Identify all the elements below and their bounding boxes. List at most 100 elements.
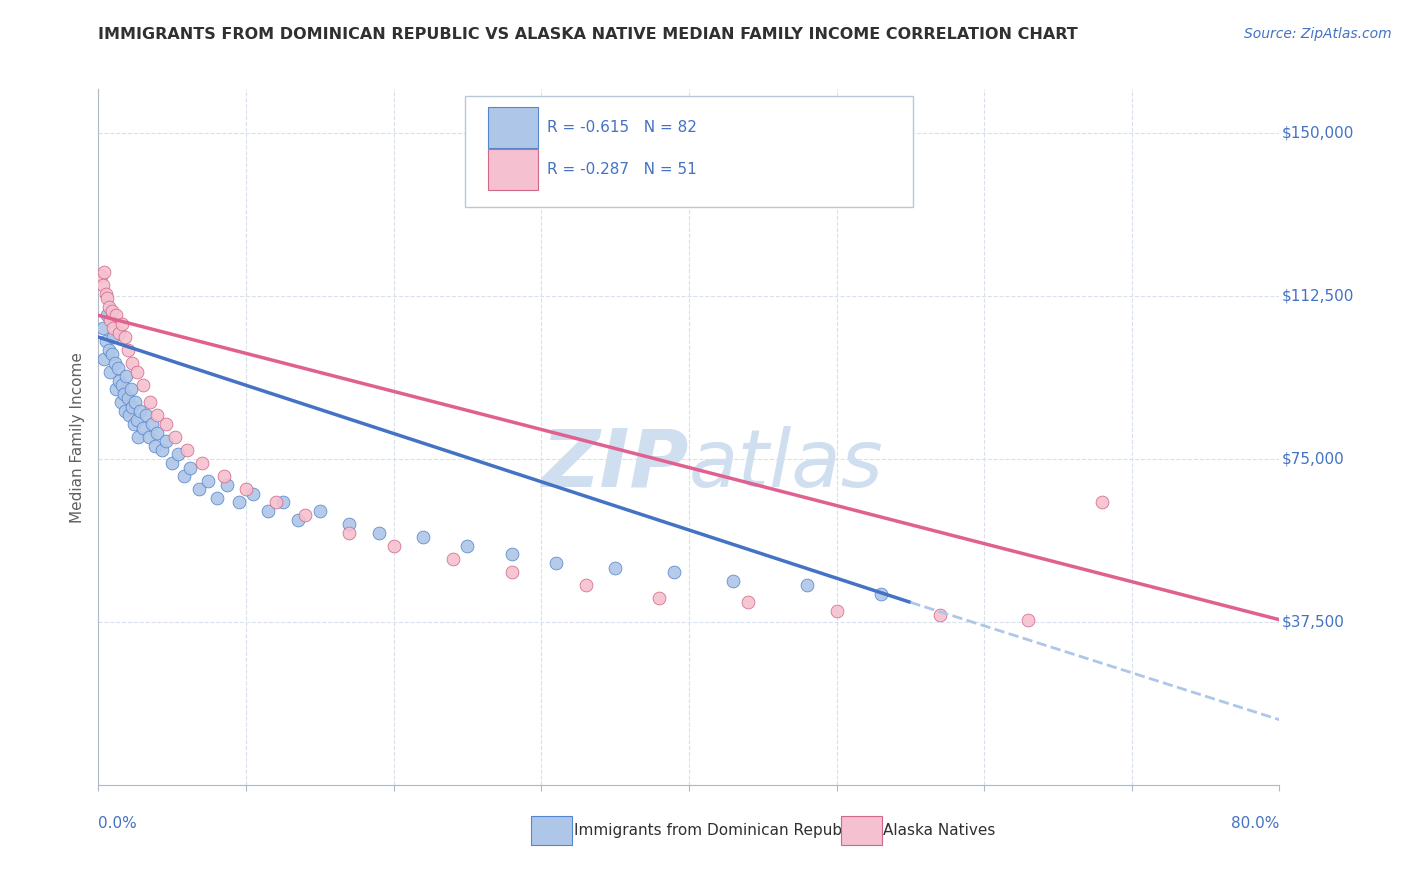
Point: [111, 317, 134, 331]
Point: [162, 456, 183, 470]
Point: [441, 551, 464, 566]
Text: $112,500: $112,500: [1282, 288, 1354, 303]
Point: [287, 513, 309, 527]
Point: [215, 478, 238, 492]
Point: [132, 377, 155, 392]
Point: [271, 495, 294, 509]
Point: [382, 539, 405, 553]
Point: [94, 334, 117, 349]
Point: [337, 525, 360, 540]
Point: [107, 360, 129, 375]
Point: [94, 286, 117, 301]
Point: [155, 434, 177, 449]
Text: $37,500: $37,500: [1282, 615, 1344, 630]
Text: ZIP: ZIP: [541, 425, 689, 504]
Point: [122, 417, 145, 431]
Point: [104, 356, 127, 370]
Point: [118, 409, 141, 423]
Point: [143, 439, 166, 453]
Text: R = -0.287   N = 51: R = -0.287 N = 51: [547, 161, 697, 177]
Point: [146, 409, 169, 423]
Point: [928, 608, 950, 623]
Point: [191, 456, 214, 470]
Point: [205, 491, 228, 505]
Point: [103, 321, 125, 335]
Text: Alaska Natives: Alaska Natives: [883, 823, 995, 838]
Point: [108, 374, 131, 388]
Point: [187, 482, 209, 496]
Point: [737, 595, 759, 609]
Point: [98, 365, 121, 379]
Point: [125, 365, 148, 379]
Point: [294, 508, 316, 523]
Point: [110, 395, 132, 409]
Point: [90, 269, 112, 284]
Point: [135, 409, 157, 423]
Text: 80.0%: 80.0%: [1232, 816, 1279, 831]
Point: [108, 326, 131, 340]
Text: IMMIGRANTS FROM DOMINICAN REPUBLIC VS ALASKA NATIVE MEDIAN FAMILY INCOME CORRELA: IMMIGRANTS FROM DOMINICAN REPUBLIC VS AL…: [98, 27, 1078, 42]
Point: [91, 321, 114, 335]
Point: [97, 300, 120, 314]
Point: [501, 548, 523, 562]
Point: [125, 412, 148, 426]
Point: [93, 265, 115, 279]
Point: [796, 578, 818, 592]
Point: [139, 395, 162, 409]
Point: [197, 474, 219, 488]
Text: R = -0.615   N = 82: R = -0.615 N = 82: [547, 120, 697, 135]
Point: [501, 565, 523, 579]
Point: [155, 417, 177, 431]
Point: [176, 443, 198, 458]
Point: [138, 430, 160, 444]
Point: [242, 486, 264, 500]
Point: [114, 404, 136, 418]
Point: [150, 443, 173, 458]
Point: [412, 530, 434, 544]
FancyBboxPatch shape: [488, 149, 537, 190]
Point: [179, 460, 201, 475]
Point: [96, 308, 118, 322]
Text: $75,000: $75,000: [1282, 451, 1344, 467]
Point: [117, 391, 139, 405]
Point: [1017, 613, 1039, 627]
FancyBboxPatch shape: [464, 96, 914, 208]
Point: [93, 351, 115, 366]
Point: [100, 347, 122, 361]
Point: [100, 304, 122, 318]
Y-axis label: Median Family Income: Median Family Income: [70, 351, 86, 523]
Point: [124, 395, 146, 409]
Point: [91, 277, 114, 292]
Point: [869, 587, 891, 601]
Point: [1091, 495, 1114, 509]
Text: Source: ZipAtlas.com: Source: ZipAtlas.com: [1244, 27, 1392, 41]
Text: Immigrants from Dominican Republic: Immigrants from Dominican Republic: [574, 823, 859, 838]
Point: [167, 447, 190, 462]
Point: [132, 421, 155, 435]
Point: [574, 578, 596, 592]
Point: [141, 417, 163, 431]
Point: [105, 382, 128, 396]
Point: [115, 369, 138, 384]
Point: [228, 495, 250, 509]
Point: [825, 604, 848, 618]
Point: [257, 504, 280, 518]
Point: [114, 330, 136, 344]
Point: [368, 525, 391, 540]
Text: $150,000: $150,000: [1282, 125, 1354, 140]
Point: [103, 330, 125, 344]
Point: [121, 400, 143, 414]
Point: [117, 343, 139, 357]
Point: [96, 291, 118, 305]
FancyBboxPatch shape: [488, 107, 537, 148]
Point: [127, 430, 149, 444]
Point: [648, 591, 671, 605]
Point: [128, 404, 150, 418]
Point: [212, 469, 235, 483]
Point: [111, 377, 134, 392]
Point: [105, 308, 128, 322]
Point: [456, 539, 478, 553]
Point: [165, 430, 187, 444]
Point: [173, 469, 195, 483]
Point: [120, 382, 142, 396]
